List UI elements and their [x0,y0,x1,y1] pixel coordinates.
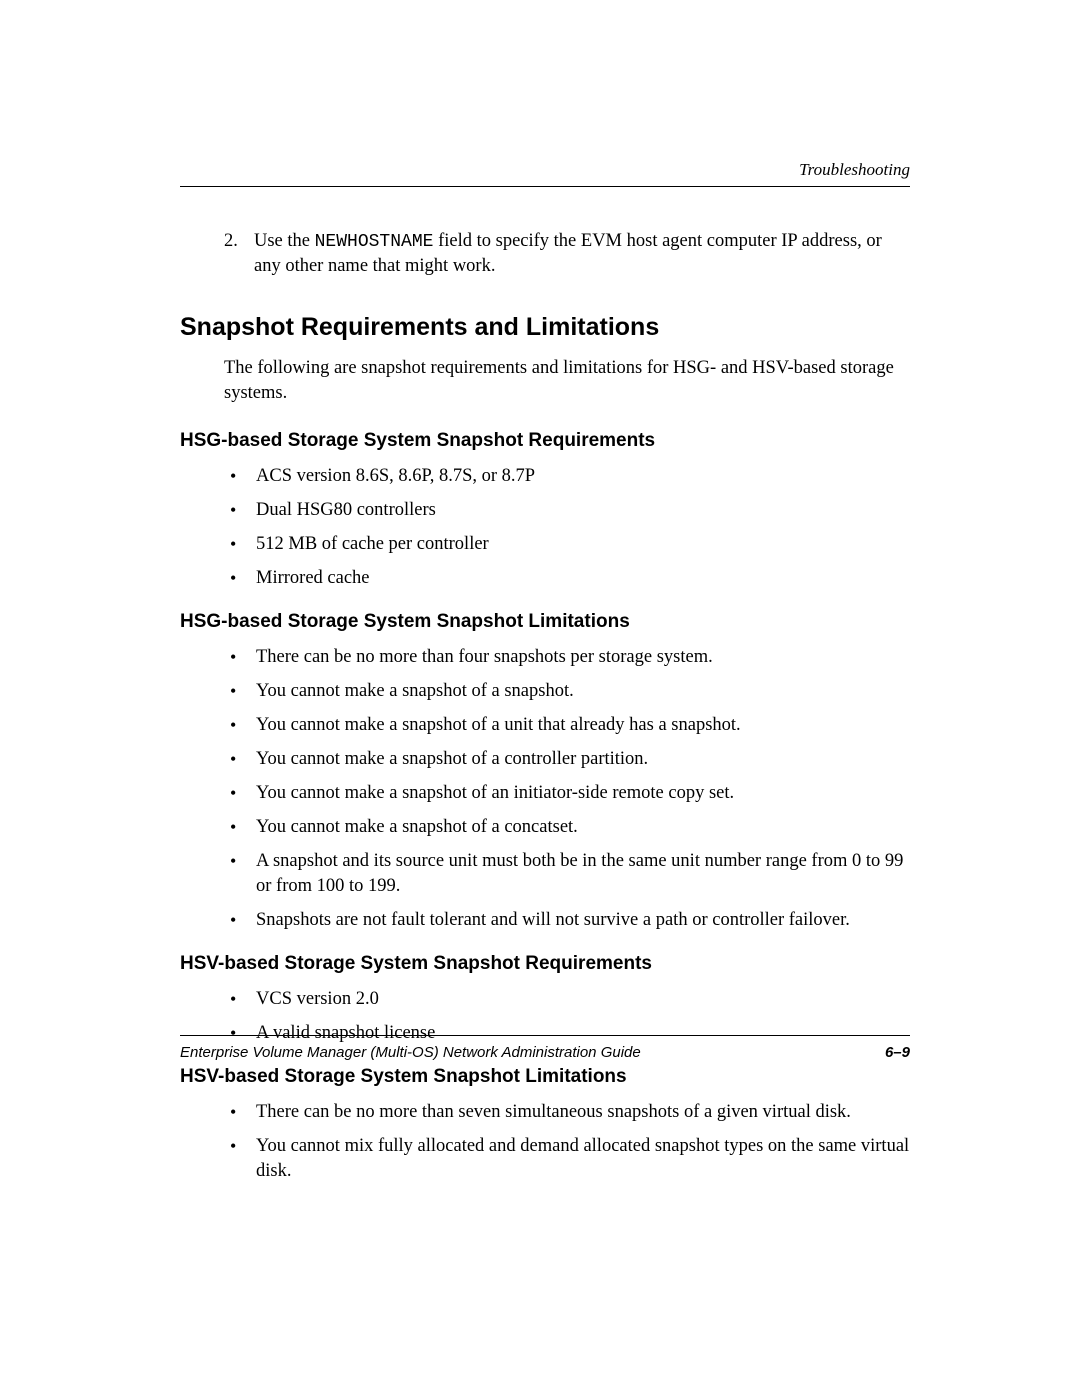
list-item: Dual HSG80 controllers [224,498,910,523]
list-item: You cannot mix fully allocated and deman… [224,1134,910,1184]
list-item: You cannot make a snapshot of a controll… [224,747,910,772]
list-item: ACS version 8.6S, 8.6P, 8.7S, or 8.7P [224,464,910,489]
list-item: You cannot make a snapshot of a concatse… [224,815,910,840]
page-footer: Enterprise Volume Manager (Multi-OS) Net… [180,1035,910,1061]
hsg-req-heading: HSG-based Storage System Snapshot Requir… [180,430,910,452]
list-item: 512 MB of cache per controller [224,532,910,557]
list-item: VCS version 2.0 [224,987,910,1012]
step-pre: Use the [254,231,315,251]
list-item: Snapshots are not fault tolerant and wil… [224,908,910,933]
list-item: You cannot make a snapshot of an initiat… [224,781,910,806]
list-item: There can be no more than seven simultan… [224,1100,910,1125]
hsg-lim-list: There can be no more than four snapshots… [224,645,910,933]
hsg-req-list: ACS version 8.6S, 8.6P, 8.7S, or 8.7P Du… [224,464,910,591]
hsv-lim-heading: HSV-based Storage System Snapshot Limita… [180,1066,910,1088]
hsv-lim-list: There can be no more than seven simultan… [224,1100,910,1184]
numbered-step: 2. Use the NEWHOSTNAME field to specify … [224,229,910,279]
section-intro: The following are snapshot requirements … [224,356,910,406]
footer-title: Enterprise Volume Manager (Multi-OS) Net… [180,1044,641,1061]
list-item: Mirrored cache [224,566,910,591]
footer-rule [180,1035,910,1036]
step-number: 2. [224,229,254,279]
section-title: Snapshot Requirements and Limitations [180,313,910,342]
list-item: A snapshot and its source unit must both… [224,849,910,899]
header-rule [180,186,910,187]
list-item: You cannot make a snapshot of a unit tha… [224,713,910,738]
list-item: There can be no more than four snapshots… [224,645,910,670]
hsv-req-heading: HSV-based Storage System Snapshot Requir… [180,953,910,975]
list-item: You cannot make a snapshot of a snapshot… [224,679,910,704]
page-number: 6–9 [885,1044,910,1061]
footer-row: Enterprise Volume Manager (Multi-OS) Net… [180,1044,910,1061]
step-code: NEWHOSTNAME [315,232,434,252]
running-header: Troubleshooting [180,160,910,180]
step-text: Use the NEWHOSTNAME field to specify the… [254,229,910,279]
hsg-lim-heading: HSG-based Storage System Snapshot Limita… [180,611,910,633]
